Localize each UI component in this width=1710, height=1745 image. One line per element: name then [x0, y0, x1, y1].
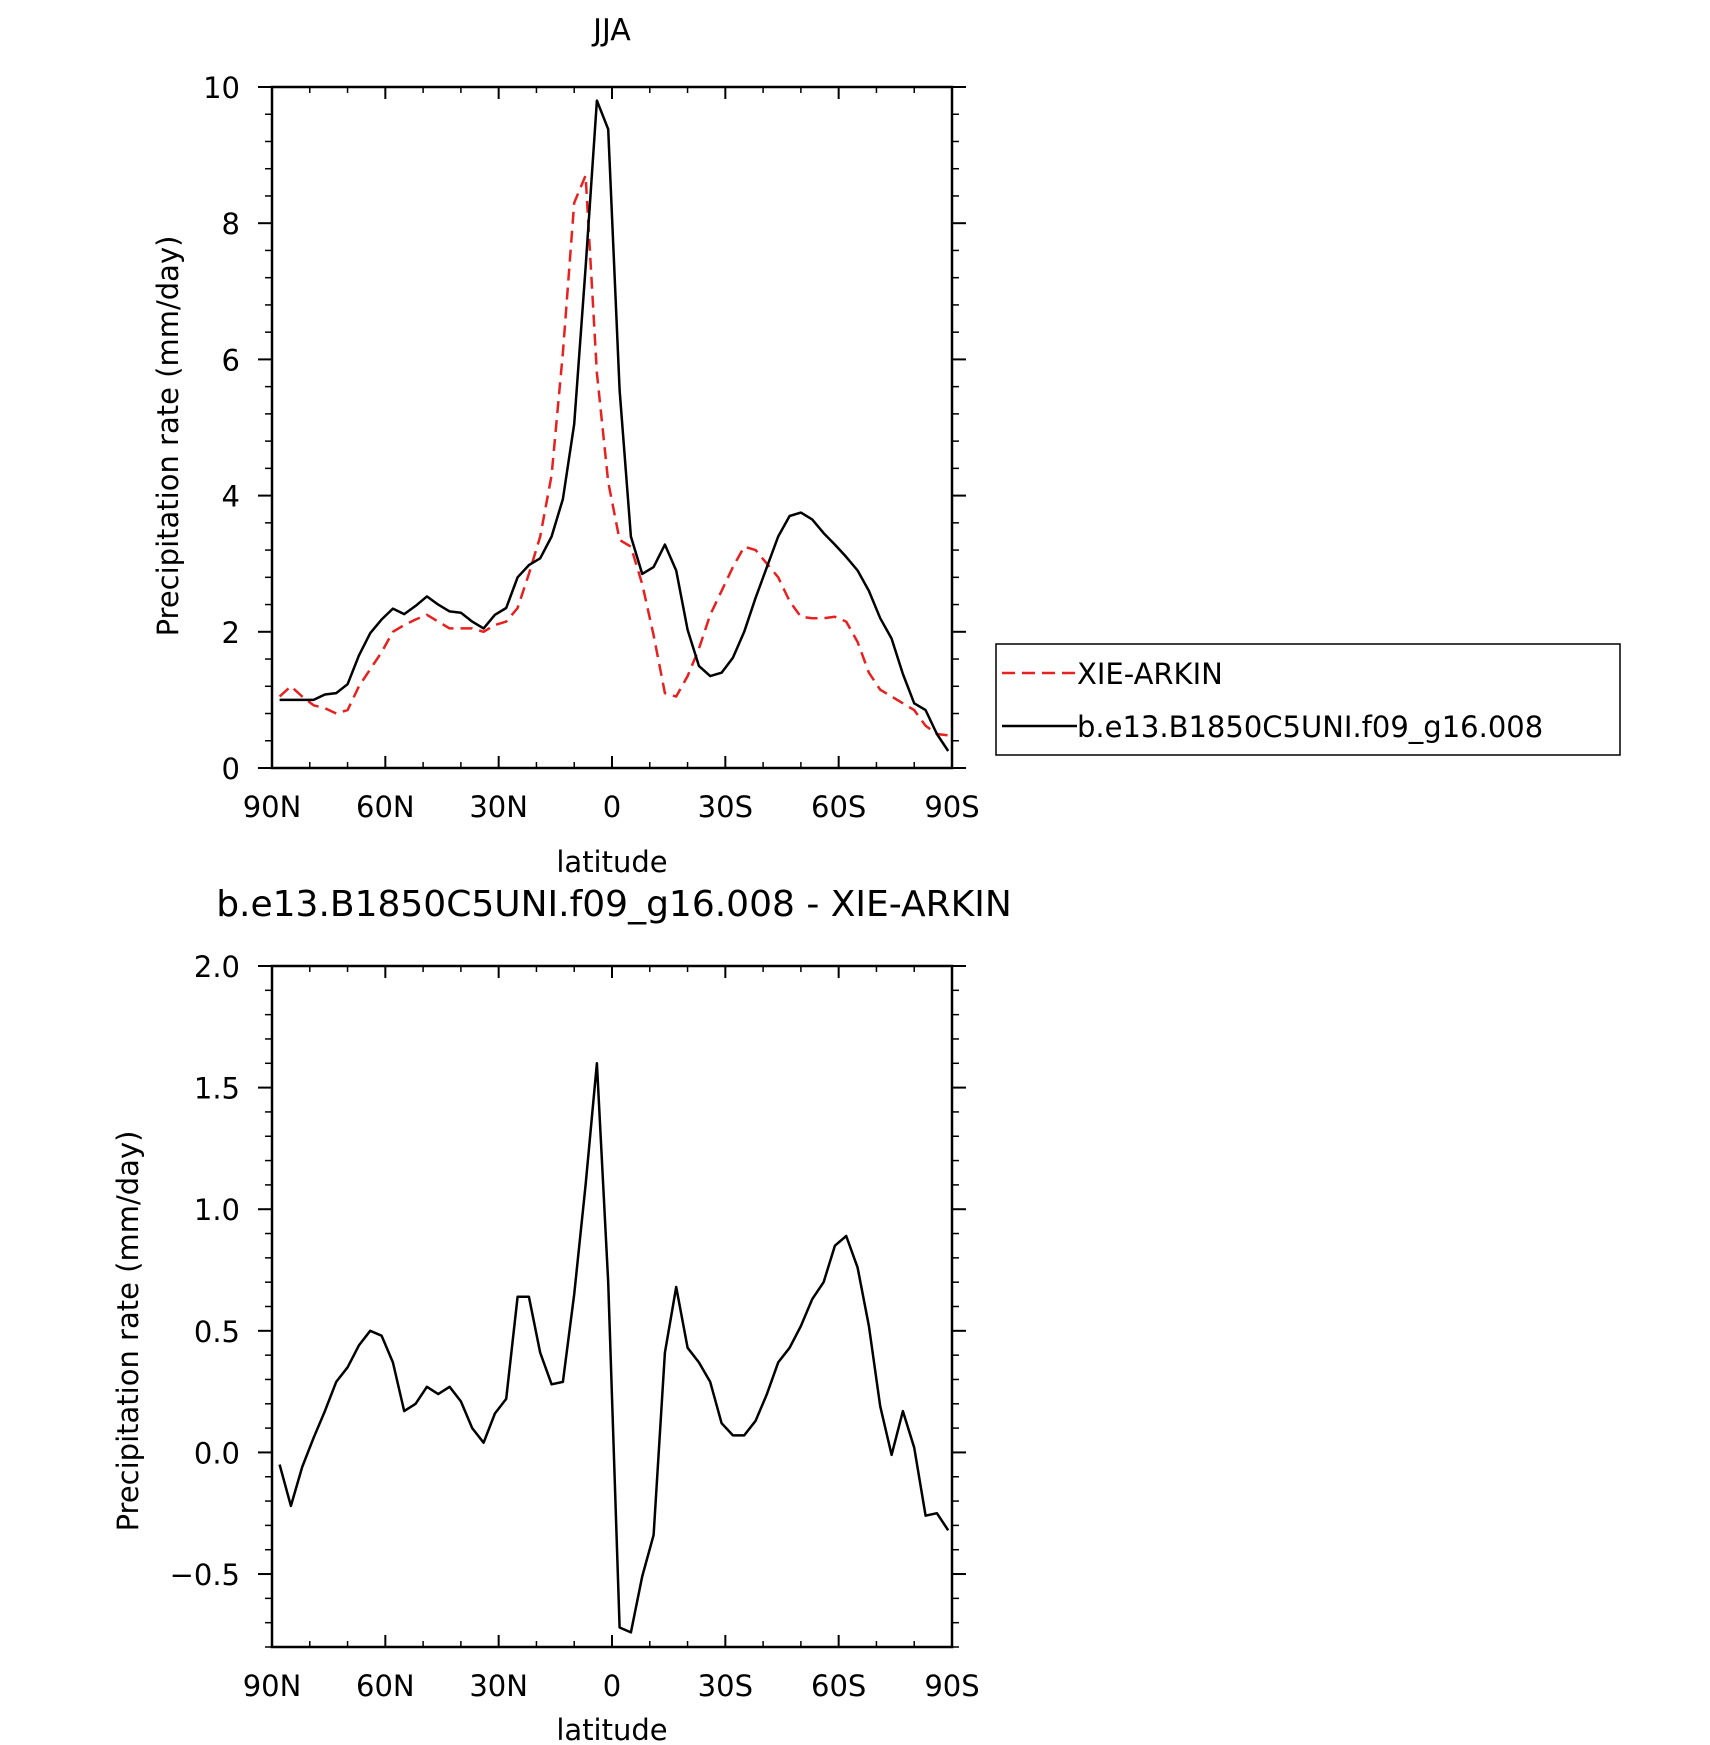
top-series-model-line [279, 99, 950, 752]
bottom-series [278, 1062, 950, 1634]
bottom-xtick-label-2: 30N [469, 1669, 528, 1703]
top-y-axis-label: Precipitation rate (mm/day) [151, 236, 185, 637]
top-chart-title: JJA [591, 13, 631, 48]
top-ticks: 90N 60N 30N 0 30S 60S 90S 0 2 4 6 8 10 [203, 71, 980, 824]
top-ytick-label-1: 2 [222, 616, 240, 650]
top-series [278, 99, 950, 752]
top-xtick-label-1: 60N [356, 790, 415, 824]
legend-label-xie-arkin: XIE-ARKIN [1077, 657, 1223, 691]
legend-label-model: b.e13.B1850C5UNI.f09_g16.008 [1077, 710, 1543, 744]
bottom-chart-title: b.e13.B1850C5UNI.f09_g16.008 - XIE-ARKIN [216, 884, 1012, 925]
legend-box [995, 643, 1621, 756]
top-xtick-label-5: 60S [811, 790, 866, 824]
bottom-plot-frame [270, 964, 954, 1649]
top-x-axis-label: latitude [556, 845, 667, 879]
bottom-ytick-label-3: 1.0 [194, 1193, 240, 1227]
bottom-ytick-label-1: 0.0 [194, 1436, 240, 1470]
top-xtick-label-6: 90S [924, 790, 979, 824]
top-panel: JJA Precipitation rate (mm/day) latitude… [151, 13, 1621, 879]
bottom-xtick-label-4: 30S [698, 1669, 753, 1703]
bottom-xtick-label-5: 60S [811, 1669, 866, 1703]
bottom-ytick-label-2: 0.5 [194, 1315, 240, 1349]
legend: XIE-ARKIN b.e13.B1850C5UNI.f09_g16.008 [995, 643, 1621, 756]
bottom-xtick-label-0: 90N [243, 1669, 302, 1703]
bottom-xtick-label-6: 90S [924, 1669, 979, 1703]
bottom-panel: b.e13.B1850C5UNI.f09_g16.008 - XIE-ARKIN… [111, 884, 1012, 1745]
bottom-xtick-label-1: 60N [356, 1669, 415, 1703]
bottom-ytick-label-4: 1.5 [194, 1072, 240, 1106]
bottom-xtick-label-3: 0 [603, 1669, 621, 1703]
bottom-ticks: 90N 60N 30N 0 30S 60S 90S −0.5 0.0 0.5 1.0 1.5 2.0 [170, 950, 980, 1703]
top-ytick-label-0: 0 [222, 752, 240, 786]
top-ytick-label-3: 6 [222, 343, 240, 377]
bottom-y-axis-label: Precipitation rate (mm/day) [111, 1131, 145, 1532]
top-xtick-label-3: 0 [603, 790, 621, 824]
top-xtick-label-2: 30N [469, 790, 528, 824]
top-ytick-label-4: 8 [222, 207, 240, 241]
top-series-xie-arkin-line [278, 174, 949, 737]
top-ytick-label-5: 10 [203, 71, 240, 105]
top-ytick-label-2: 4 [222, 480, 240, 514]
top-xtick-label-0: 90N [243, 790, 302, 824]
bottom-ytick-label-5: 2.0 [194, 950, 240, 984]
bottom-series-model-line [278, 1062, 950, 1634]
bottom-ytick-label-0: −0.5 [170, 1558, 240, 1592]
top-plot-frame [270, 85, 954, 770]
top-xtick-label-4: 30S [698, 790, 753, 824]
bottom-x-axis-label: latitude [556, 1713, 667, 1745]
